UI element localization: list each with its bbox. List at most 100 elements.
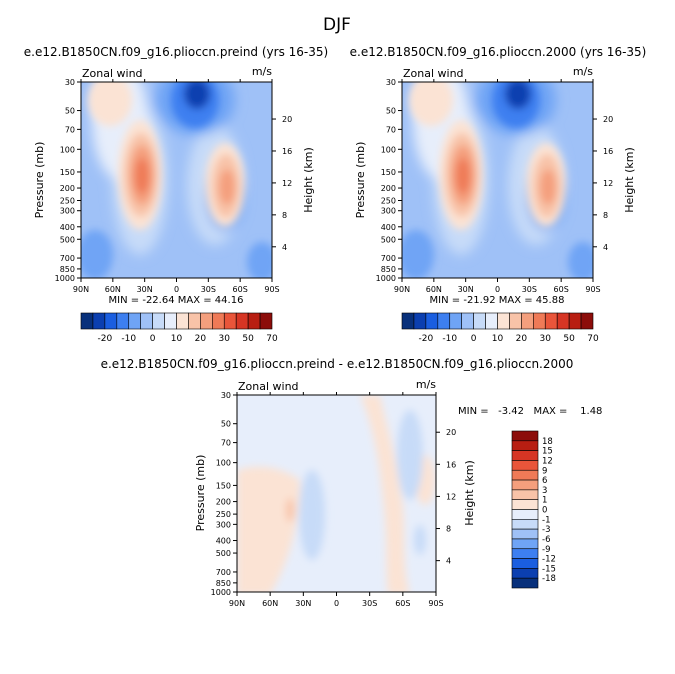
x-tick-label: 60N [262, 599, 278, 608]
colorbar: -20 -10 0 10 20 30 50 70 [401, 312, 599, 344]
colorbar-swatch [425, 312, 439, 330]
colorbar-swatch [521, 312, 534, 330]
colorbar-label: 1 [542, 496, 547, 506]
x-tick-label: 90S [428, 599, 443, 608]
axes: 90N 60N 30N 0 30S 60S 90S 30 50 70 100 150 200 250300… [376, 78, 614, 294]
x-tick-label: 30N [137, 285, 153, 294]
x-tick-label: 0 [495, 285, 500, 294]
colorbar-label: 18 [542, 437, 553, 447]
x-tick-label: 60S [233, 285, 248, 294]
colorbar-swatch [485, 312, 498, 330]
y-tick-label: 150 [381, 168, 396, 177]
x-tick-label: 90N [73, 285, 89, 294]
colorbar-label: 0 [471, 334, 477, 344]
y-tick-label: 700 [60, 254, 75, 263]
panel-preind: e.e12.B1850CN.f09_g16.plioccn.preind (yr… [24, 45, 328, 344]
y-tick-label: 250 [381, 197, 396, 206]
colorbar-swatch [128, 312, 141, 330]
y2-tick-label: 12 [282, 179, 292, 188]
y-tick-label: 30 [221, 391, 231, 400]
colorbar-swatch [152, 312, 165, 330]
x-tick-label: 30N [458, 285, 474, 294]
colorbar-swatch [509, 312, 522, 330]
contour-fill [409, 82, 453, 126]
y-axis-label: Pressure (mb) [33, 142, 46, 219]
panel-2000: e.e12.B1850CN.f09_g16.plioccn.2000 (yrs … [350, 45, 647, 344]
x-tick-label: 30S [362, 599, 377, 608]
colorbar-swatch [533, 312, 546, 330]
x-tick-label: 60S [554, 285, 569, 294]
colorbar-swatch [511, 450, 539, 461]
x-tick-label: 60S [395, 599, 410, 608]
y2-axis-label: Height (km) [463, 460, 476, 526]
page-title: DJF [323, 15, 351, 35]
colorbar-swatch [511, 577, 539, 589]
colorbar-swatch [511, 499, 539, 510]
y2-tick-label: 8 [603, 211, 608, 220]
y-tick-label: 70 [221, 439, 231, 448]
y-tick-label: 700 [381, 254, 396, 263]
contour-fill [397, 410, 423, 500]
colorbar-swatch [544, 312, 558, 330]
y2-tick-label: 8 [446, 525, 451, 534]
y-tick-label: 100 [60, 145, 75, 154]
colorbar-label: 3 [542, 486, 547, 496]
x-tick-label: 90N [229, 599, 245, 608]
axes: 90N 60N 30N 0 30S 60S 90S 30 50 70 100 150 200 250300… [211, 391, 457, 608]
colorbar-label: 0 [542, 506, 547, 516]
y-tick-label: 250 [60, 197, 75, 206]
contour-fill [414, 525, 426, 555]
colorbar-swatch [511, 538, 539, 550]
subtitle-left: Zonal wind [403, 67, 464, 80]
colorbar-label: 30 [219, 334, 231, 344]
colorbar-swatch [511, 430, 539, 442]
y2-tick-label: 12 [446, 492, 456, 501]
colorbar-label: 12 [542, 456, 553, 466]
contour-fill [247, 242, 272, 278]
min-max-stats: MIN = -3.42 MAX = 1.48 [458, 406, 602, 417]
y-tick-label: 70 [65, 125, 75, 134]
y-tick-label: 100 [216, 459, 231, 468]
y2-tick-label: 20 [446, 428, 456, 437]
colorbar-label: 10 [492, 334, 504, 344]
x-tick-label: 90N [394, 285, 410, 294]
colorbar-label: 70 [587, 334, 599, 344]
y2-axis-label: Height (km) [623, 147, 636, 213]
colorbar-swatch [580, 312, 594, 330]
x-tick-label: 90S [264, 285, 279, 294]
y-tick-label: 1000 [376, 274, 396, 283]
x-tick-label: 30S [522, 285, 537, 294]
colorbar-swatch [92, 312, 106, 330]
colorbar-label: -20 [98, 334, 113, 344]
subtitle-right: m/s [416, 378, 436, 391]
contour-fill [135, 158, 149, 194]
contour-fill [505, 82, 531, 109]
colorbar-swatch [511, 519, 539, 530]
colorbar-swatch [164, 312, 177, 330]
colorbar-label: -18 [542, 574, 556, 584]
y-tick-label: 150 [60, 168, 75, 177]
colorbar-label: 50 [242, 334, 254, 344]
contour-fill [360, 395, 410, 592]
y-tick-label: 850 [381, 265, 396, 274]
colorbar-swatch [511, 469, 539, 481]
contour-fill [219, 169, 235, 205]
y2-tick-label: 16 [446, 460, 456, 469]
y-tick-label: 50 [221, 420, 231, 429]
contour-fill [286, 498, 294, 522]
contour-fill [184, 82, 210, 109]
colorbar-swatch [200, 312, 213, 330]
colorbar-swatch [80, 312, 94, 330]
x-tick-label: 90S [585, 285, 600, 294]
colorbar-swatch [449, 312, 462, 330]
subtitle-left: Zonal wind [82, 67, 143, 80]
y-tick-label: 1000 [55, 274, 75, 283]
colorbar-swatch [511, 558, 539, 569]
colorbar-swatch [188, 312, 201, 330]
x-tick-label: 60N [426, 285, 442, 294]
contour-field [402, 82, 593, 278]
contour-fill [540, 169, 556, 205]
colorbar-swatch [511, 568, 539, 579]
